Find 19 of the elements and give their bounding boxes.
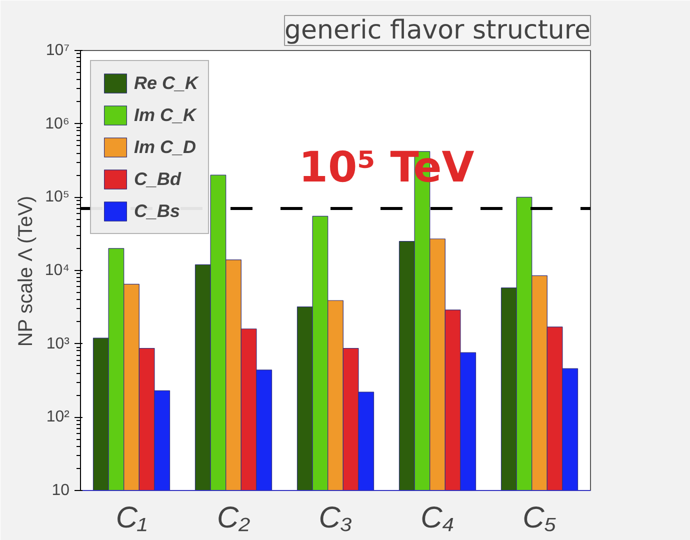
legend-label: Re C_K	[134, 72, 198, 94]
y-tick-label: 10⁶	[45, 115, 70, 132]
text: generic flavor structure	[284, 16, 591, 46]
y-tick-label: 10⁴	[44, 262, 70, 279]
x-tick-label: C₃	[318, 502, 352, 534]
y-tick-label: 10³	[46, 335, 70, 352]
legend-label: C_Bs	[134, 200, 180, 222]
y-tick-label: 10⁷	[46, 42, 70, 59]
legend-label: Im C_K	[134, 104, 196, 126]
y-axis-title: NP scale Λ (TeV)	[14, 196, 37, 347]
x-tick-label: C₄	[420, 502, 454, 534]
y-tick-label: 10	[52, 482, 70, 499]
legend-label: Im C_D	[134, 136, 196, 158]
y-tick-label: 10⁵	[45, 188, 70, 206]
x-tick-label: C₂	[216, 502, 251, 534]
x-tick-label: C₅	[522, 502, 556, 534]
y-tick-label: 10²	[46, 408, 70, 426]
legend-label: C_Bd	[134, 168, 182, 190]
x-tick-label: C₁	[116, 502, 148, 534]
